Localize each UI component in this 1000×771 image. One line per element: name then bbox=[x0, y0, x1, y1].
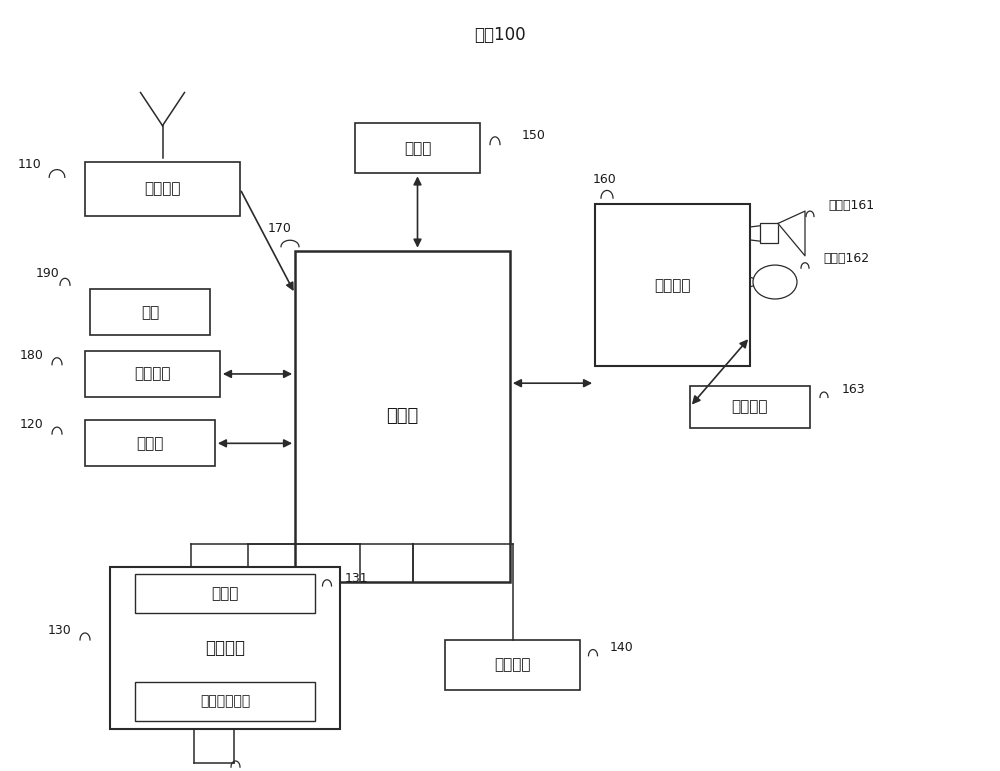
Text: 音频电路: 音频电路 bbox=[654, 278, 691, 293]
FancyBboxPatch shape bbox=[355, 123, 480, 173]
FancyBboxPatch shape bbox=[85, 162, 240, 216]
FancyBboxPatch shape bbox=[760, 224, 778, 244]
Text: 耳机插孔: 耳机插孔 bbox=[732, 399, 768, 414]
Polygon shape bbox=[778, 211, 805, 256]
Text: 其他输入设备: 其他输入设备 bbox=[200, 695, 250, 709]
Text: 163: 163 bbox=[842, 383, 866, 396]
Text: 扬声器161: 扬声器161 bbox=[828, 199, 874, 212]
FancyBboxPatch shape bbox=[595, 204, 750, 366]
Text: 触摸屏: 触摸屏 bbox=[211, 586, 239, 601]
Text: 110: 110 bbox=[18, 158, 42, 170]
Text: 终端100: 终端100 bbox=[474, 25, 526, 44]
Text: 120: 120 bbox=[20, 419, 44, 431]
Text: 170: 170 bbox=[268, 223, 292, 235]
Text: 190: 190 bbox=[36, 268, 60, 280]
FancyBboxPatch shape bbox=[295, 251, 510, 582]
Text: 摄像头: 摄像头 bbox=[404, 141, 431, 156]
Text: 电源: 电源 bbox=[141, 305, 159, 320]
FancyBboxPatch shape bbox=[85, 351, 220, 397]
Text: 麦克风162: 麦克风162 bbox=[823, 252, 869, 265]
FancyBboxPatch shape bbox=[135, 574, 315, 613]
Text: 140: 140 bbox=[610, 641, 634, 654]
Text: 存储器: 存储器 bbox=[136, 436, 164, 451]
Text: 130: 130 bbox=[48, 625, 72, 637]
Text: 外部接口: 外部接口 bbox=[134, 366, 171, 382]
FancyBboxPatch shape bbox=[90, 289, 210, 335]
Text: 显示单元: 显示单元 bbox=[494, 658, 531, 672]
FancyBboxPatch shape bbox=[85, 420, 215, 466]
FancyBboxPatch shape bbox=[445, 640, 580, 690]
FancyBboxPatch shape bbox=[690, 386, 810, 428]
FancyBboxPatch shape bbox=[135, 682, 315, 721]
Text: 160: 160 bbox=[593, 173, 617, 186]
Text: 150: 150 bbox=[522, 129, 546, 142]
Text: 180: 180 bbox=[20, 349, 44, 362]
Text: 输入单元: 输入单元 bbox=[205, 638, 245, 657]
Text: 射频单元: 射频单元 bbox=[144, 181, 181, 197]
Text: 处理器: 处理器 bbox=[386, 407, 419, 426]
FancyBboxPatch shape bbox=[110, 567, 340, 729]
Text: 131: 131 bbox=[345, 572, 369, 584]
